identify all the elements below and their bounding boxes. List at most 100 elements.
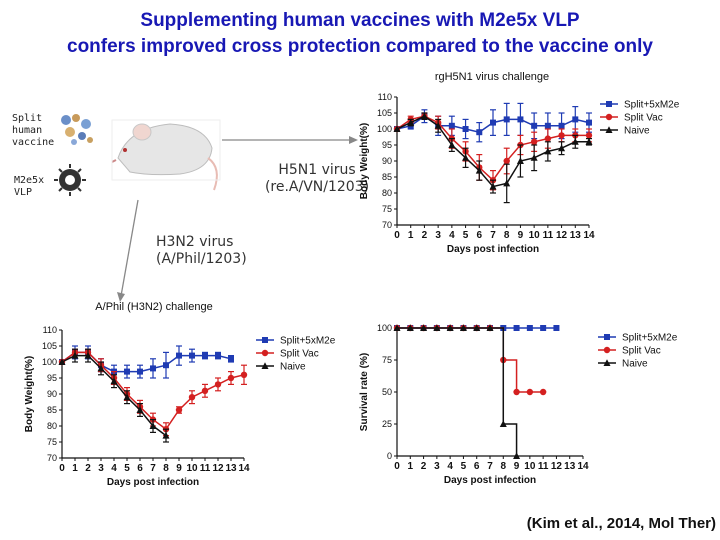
h3n2-x-tick-label: 10 — [186, 463, 198, 474]
survival-data-point — [526, 325, 533, 331]
h3n2-data-point — [136, 406, 144, 413]
h3n2-y-axis-label: Body Weight(%) — [24, 356, 35, 432]
h5n1-legend-label: Split Vac — [624, 113, 663, 124]
h3n2-x-tick-label: 4 — [111, 463, 117, 474]
survival-x-tick-label: 10 — [524, 461, 536, 472]
survival-x-tick-label: 1 — [408, 461, 414, 472]
survival-y-tick-label: 25 — [382, 419, 392, 429]
h5n1-data-point — [393, 125, 401, 132]
h3n2-data-point — [214, 381, 222, 388]
split-vaccine-label: Split human vaccine — [12, 113, 54, 149]
h5n1-data-point — [544, 147, 552, 155]
survival-legend-marker — [603, 359, 611, 366]
arrow-to-h5n1 — [222, 136, 358, 144]
h5n1-x-tick-label: 10 — [529, 230, 541, 241]
split-vaccine-icon — [58, 112, 94, 148]
h3n2-data-point — [71, 351, 79, 359]
h5n1-x-tick-label: 5 — [463, 230, 469, 241]
survival-legend-label: Split Vac — [622, 346, 661, 357]
survival-data-point — [446, 324, 454, 331]
h5n1-data-point — [558, 122, 565, 129]
survival-x-tick-label: 14 — [577, 461, 589, 472]
h5n1-y-axis-label: Body Weight(%) — [359, 123, 370, 199]
h5n1-data-point — [586, 119, 592, 126]
survival-x-tick-label: 6 — [474, 461, 480, 472]
h5n1-y-tick-label: 80 — [382, 188, 392, 198]
h3n2-x-tick-label: 1 — [72, 463, 78, 474]
split-label-line1: Split — [12, 113, 43, 124]
h3n2-x-tick-label: 7 — [150, 463, 156, 474]
h3n2-data-point — [189, 352, 195, 359]
survival-y-tick-label: 100 — [377, 323, 392, 333]
h3n2-legend-label: Naive — [280, 362, 306, 373]
survival-data-point — [473, 324, 481, 331]
h3n2-y-tick-label: 70 — [47, 453, 57, 463]
mouse-illustration — [111, 119, 221, 191]
h5n1-data-point — [517, 116, 524, 123]
h3n2-y-tick-label: 85 — [47, 405, 57, 415]
h3n2-data-point — [149, 422, 157, 429]
survival-x-tick-label: 0 — [394, 461, 400, 472]
h5n1-x-tick-label: 3 — [435, 230, 441, 241]
h3n2-y-tick-label: 90 — [47, 389, 57, 399]
survival-y-tick-label: 75 — [382, 355, 392, 365]
h5n1-y-tick-label: 100 — [377, 124, 392, 134]
h5n1-legend-marker — [605, 113, 613, 121]
h5n1-data-point — [448, 122, 455, 129]
h5n1-data-point — [476, 129, 483, 136]
h5n1-data-point — [530, 154, 538, 161]
survival-data-point — [499, 420, 507, 427]
h5n1-virus-label: H5N1 virus (re.A/VN/1203) — [262, 162, 372, 196]
h5n1-x-tick-label: 0 — [394, 230, 400, 241]
slide-title-line2: confers improved cross protection compar… — [67, 36, 653, 57]
vlp-label-line1: M2e5x — [14, 175, 45, 186]
h5n1-data-point — [434, 122, 442, 129]
h5n1-data-point — [490, 119, 496, 126]
split-label-line2: human — [12, 125, 43, 136]
h3n2-data-point — [58, 358, 66, 365]
survival-data-point — [540, 325, 547, 331]
h3n2-data-point — [228, 355, 234, 362]
h5n1-data-point — [503, 157, 510, 165]
h3n2-x-tick-label: 3 — [98, 463, 104, 474]
h3n2-x-tick-label: 8 — [163, 463, 169, 474]
survival-series-line — [397, 327, 518, 456]
h3n2-data-point — [137, 368, 143, 375]
h5n1-chart-title: rgH5N1 virus challenge — [435, 71, 549, 83]
h3n2-x-tick-label: 6 — [137, 463, 143, 474]
survival-data-point — [513, 388, 520, 396]
survival-legend-marker — [603, 346, 611, 354]
survival-data-point — [513, 325, 520, 331]
h5n1-x-tick-label: 12 — [556, 230, 568, 241]
survival-series-line — [397, 327, 544, 393]
h3n2-data-point — [227, 374, 235, 382]
h5n1-data-point — [585, 132, 593, 139]
survival-x-tick-label: 11 — [538, 461, 549, 472]
h3n2-data-point — [150, 365, 156, 372]
h5n1-data-point — [503, 116, 510, 123]
h3n2-data-point — [188, 394, 196, 401]
h5n1-x-tick-label: 9 — [518, 230, 524, 241]
h5n1-data-point — [544, 135, 552, 142]
survival-data-point — [433, 324, 441, 331]
survival-data-point — [486, 324, 494, 331]
h5n1-x-tick-label: 8 — [504, 230, 510, 241]
survival-x-tick-label: 13 — [564, 461, 576, 472]
h5n1-data-point — [462, 126, 469, 132]
h5n1-data-point — [572, 116, 579, 123]
h5n1-data-point — [516, 157, 524, 164]
h5n1-x-tick-label: 13 — [570, 230, 582, 241]
vlp-label: M2e5x VLP — [14, 175, 44, 199]
h5n1-x-tick-label: 11 — [543, 230, 554, 241]
h5n1-label-line1: H5N1 virus — [278, 162, 356, 178]
survival-x-tick-label: 4 — [447, 461, 453, 472]
h5n1-y-tick-label: 90 — [382, 156, 392, 166]
h3n2-legend-label: Split Vac — [280, 349, 319, 360]
survival-x-tick-label: 2 — [421, 461, 427, 472]
h3n2-virus-label: H3N2 virus (A/Phil/1203) — [156, 234, 247, 268]
h3n2-x-axis-label: Days post infection — [107, 477, 199, 488]
survival-data-point — [420, 324, 428, 331]
h3n2-data-point — [123, 393, 131, 401]
